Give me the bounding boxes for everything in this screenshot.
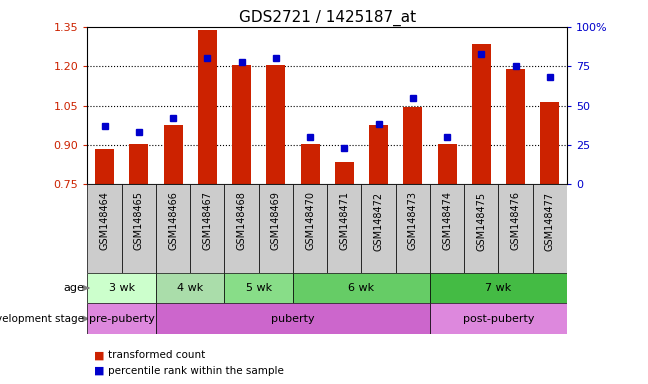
Bar <box>232 65 251 184</box>
Bar <box>224 273 293 303</box>
Bar <box>87 184 122 273</box>
Bar <box>156 273 224 303</box>
Bar <box>498 184 533 273</box>
Text: GSM148476: GSM148476 <box>511 191 520 250</box>
Bar <box>224 184 259 273</box>
Bar <box>533 184 567 273</box>
Bar <box>430 303 567 334</box>
Bar <box>191 184 224 273</box>
Bar <box>464 184 498 273</box>
Text: 4 wk: 4 wk <box>177 283 203 293</box>
Bar <box>164 125 183 184</box>
Text: GSM148469: GSM148469 <box>271 191 281 250</box>
Text: GSM148466: GSM148466 <box>168 191 178 250</box>
Bar <box>198 30 217 184</box>
Bar <box>266 65 285 184</box>
Bar <box>87 303 156 334</box>
Text: GSM148470: GSM148470 <box>305 191 315 250</box>
Text: GSM148471: GSM148471 <box>340 191 349 250</box>
Bar <box>293 273 430 303</box>
Bar <box>301 144 319 184</box>
Text: GSM148472: GSM148472 <box>374 191 384 250</box>
Text: GSM148464: GSM148464 <box>100 191 110 250</box>
Text: development stage: development stage <box>0 314 84 324</box>
Text: 7 wk: 7 wk <box>485 283 512 293</box>
Bar <box>369 125 388 184</box>
Text: GSM148465: GSM148465 <box>134 191 144 250</box>
Text: GSM148473: GSM148473 <box>408 191 418 250</box>
Text: ■: ■ <box>94 350 104 360</box>
Title: GDS2721 / 1425187_at: GDS2721 / 1425187_at <box>238 9 416 25</box>
Bar <box>540 102 559 184</box>
Bar <box>156 184 191 273</box>
Bar <box>437 144 457 184</box>
Bar <box>259 184 293 273</box>
Bar <box>122 184 156 273</box>
Bar <box>404 107 422 184</box>
Text: GSM148474: GSM148474 <box>442 191 452 250</box>
Text: puberty: puberty <box>271 314 315 324</box>
Bar <box>130 144 148 184</box>
Bar <box>293 184 327 273</box>
Bar <box>506 69 525 184</box>
Text: percentile rank within the sample: percentile rank within the sample <box>108 366 284 376</box>
Text: pre-puberty: pre-puberty <box>89 314 155 324</box>
Bar <box>156 303 430 334</box>
Bar <box>327 184 362 273</box>
Bar <box>430 184 464 273</box>
Text: GSM148468: GSM148468 <box>237 191 247 250</box>
Text: ■: ■ <box>94 366 104 376</box>
Text: post-puberty: post-puberty <box>463 314 534 324</box>
Bar <box>362 184 396 273</box>
Bar <box>87 273 156 303</box>
Text: transformed count: transformed count <box>108 350 205 360</box>
Bar <box>430 273 567 303</box>
Text: 6 wk: 6 wk <box>349 283 375 293</box>
Bar <box>335 162 354 184</box>
Text: GSM148467: GSM148467 <box>202 191 213 250</box>
Text: GSM148475: GSM148475 <box>476 191 487 250</box>
Bar <box>472 44 491 184</box>
Text: age: age <box>64 283 84 293</box>
Bar <box>95 149 114 184</box>
Text: 3 wk: 3 wk <box>109 283 135 293</box>
Bar <box>396 184 430 273</box>
Text: 5 wk: 5 wk <box>246 283 272 293</box>
Text: GSM148477: GSM148477 <box>545 191 555 250</box>
